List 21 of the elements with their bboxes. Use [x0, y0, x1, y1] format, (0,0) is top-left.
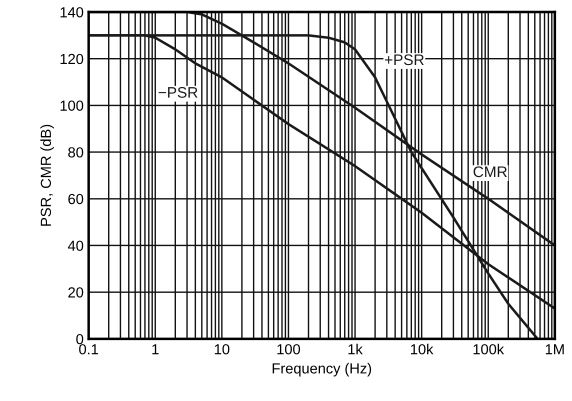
- x-tick-label: 1M: [546, 344, 564, 354]
- y-tick-label: 120: [60, 54, 84, 64]
- y-tick-label: 80: [68, 147, 84, 158]
- x-tick-label: 1: [152, 344, 159, 354]
- series-label: −PSR: [158, 87, 198, 98]
- x-tick-label: 100k: [474, 344, 504, 354]
- x-tick-label: 100: [277, 344, 300, 354]
- x-tick-label: 0.1: [79, 344, 98, 354]
- y-tick-label: 20: [68, 287, 84, 298]
- x-tick-label: 1k: [348, 344, 363, 354]
- y-tick-label: 100: [60, 100, 84, 111]
- y-tick-label: 60: [68, 194, 84, 204]
- y-tick-label: 0: [76, 334, 84, 344]
- y-tick-label: 40: [68, 240, 84, 251]
- series-label: CMR: [474, 166, 507, 178]
- x-axis-title: Frequency (Hz): [272, 362, 372, 376]
- y-tick-label: 140: [60, 7, 84, 18]
- x-tick-label: 10: [214, 344, 230, 354]
- y-axis-title: PSR, CMR (dB): [40, 124, 54, 226]
- series-label: +PSR: [384, 54, 424, 66]
- x-tick-label: 10k: [411, 344, 434, 354]
